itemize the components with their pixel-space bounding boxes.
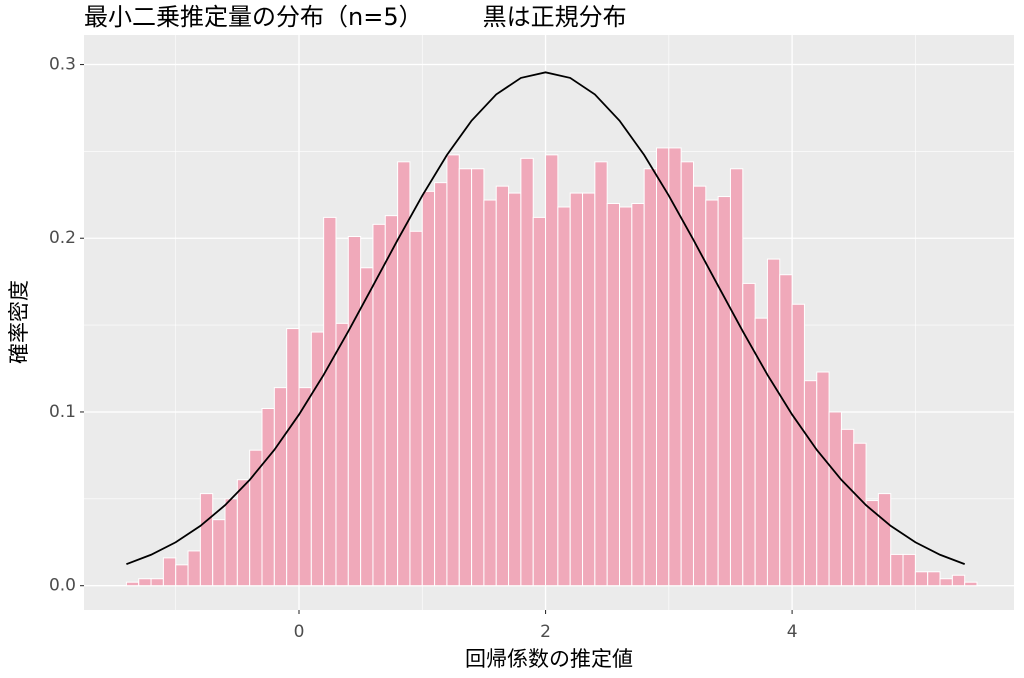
bar: [236, 479, 251, 587]
bar: [569, 192, 584, 587]
bar: [273, 387, 288, 587]
x-axis-title: 回帰係数の推定値: [465, 647, 633, 671]
y-tick-label: 0.3: [49, 55, 76, 75]
bar: [421, 190, 436, 587]
bar: [742, 282, 756, 587]
y-tick-label: 0.1: [49, 402, 76, 422]
bar: [902, 553, 916, 587]
bar: [323, 216, 337, 587]
bar: [692, 185, 707, 587]
bar: [779, 274, 793, 587]
bar: [397, 161, 411, 587]
bar: [532, 216, 547, 587]
bar: [249, 449, 263, 587]
bar: [803, 380, 818, 587]
bar: [261, 407, 275, 587]
bar: [212, 519, 226, 587]
bar: [927, 571, 941, 587]
bar: [483, 199, 497, 587]
bar: [643, 168, 657, 587]
bar: [545, 154, 559, 587]
bar: [298, 387, 312, 587]
bar: [162, 557, 177, 587]
bar: [175, 564, 189, 587]
bar: [495, 185, 510, 587]
bar: [655, 147, 670, 587]
bar: [520, 157, 534, 587]
bar: [372, 223, 386, 587]
bar: [951, 574, 966, 587]
bar: [125, 581, 140, 587]
bar: [964, 581, 978, 587]
bar: [594, 161, 608, 587]
bar: [471, 168, 485, 587]
bar: [631, 203, 645, 587]
bar: [619, 206, 633, 587]
bar: [409, 230, 423, 587]
y-axis-title: 確率密度: [7, 280, 31, 364]
bar: [840, 428, 855, 587]
bar: [446, 154, 460, 587]
bar: [138, 578, 152, 587]
bars: [125, 147, 978, 587]
y-tick-label: 0.0: [49, 576, 76, 596]
bar: [224, 498, 238, 587]
bar: [606, 203, 621, 587]
x-tick-label: 2: [540, 622, 551, 642]
bar: [816, 371, 830, 587]
bar: [150, 578, 164, 587]
bar: [890, 553, 904, 587]
bar: [458, 168, 473, 587]
bar: [754, 317, 768, 587]
bar: [791, 303, 805, 587]
bar: [582, 192, 596, 587]
y-tick-label: 0.2: [49, 228, 76, 248]
bar: [717, 196, 731, 587]
bar: [360, 267, 374, 587]
bar: [508, 192, 522, 587]
bar: [384, 215, 399, 587]
bar: [310, 331, 325, 587]
bar: [853, 442, 867, 587]
bar: [877, 493, 892, 587]
bar: [729, 168, 744, 587]
bar: [347, 236, 362, 587]
bar: [434, 182, 448, 587]
bar: [705, 199, 719, 587]
x-tick-label: 4: [787, 622, 798, 642]
x-tick-label: 0: [294, 622, 305, 642]
bar: [828, 411, 842, 587]
bar: [286, 328, 300, 587]
bar: [335, 322, 349, 587]
bar: [557, 206, 571, 587]
bar: [766, 258, 781, 587]
bar: [199, 493, 214, 587]
bar: [680, 161, 694, 587]
overlay: [126, 71, 966, 565]
chart-title: 最小二乗推定量の分布（n=5） 黒は正規分布: [84, 3, 627, 31]
bar: [939, 578, 953, 587]
bar: [914, 571, 929, 587]
bar: [187, 550, 201, 587]
density-curve: [126, 71, 966, 565]
